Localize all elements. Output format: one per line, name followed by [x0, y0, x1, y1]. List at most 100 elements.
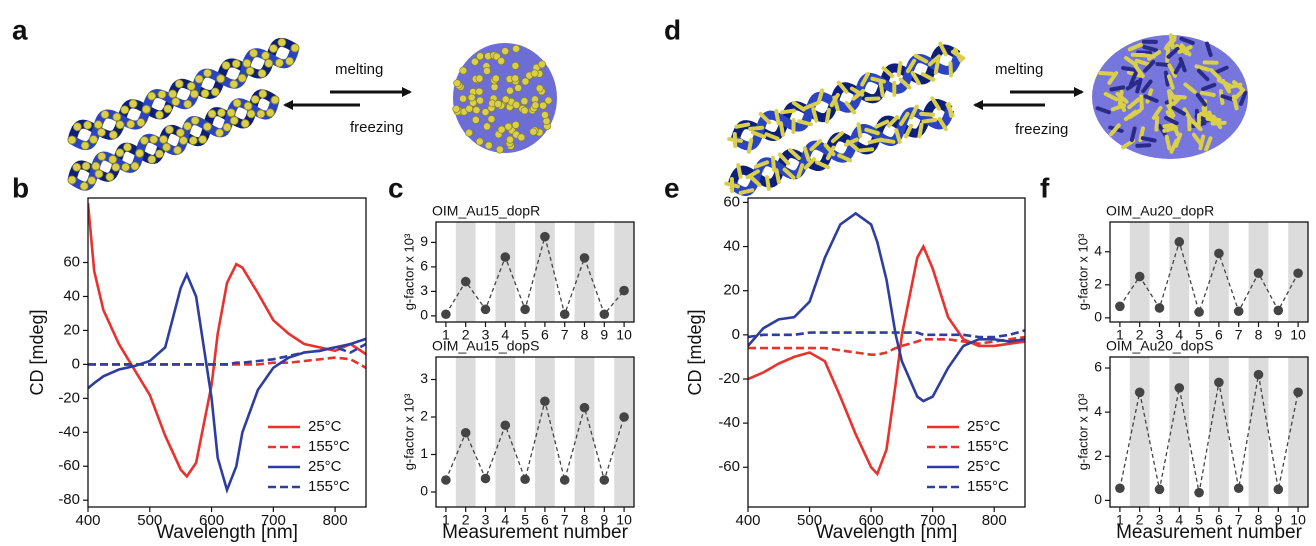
rod — [1194, 64, 1211, 72]
x-tick-label: 6 — [541, 327, 549, 343]
rod — [886, 115, 900, 128]
particle — [269, 44, 278, 53]
particle — [163, 104, 173, 114]
rod — [1167, 63, 1177, 78]
rod — [1216, 78, 1232, 88]
particle — [501, 47, 510, 56]
x-tick-label: 8 — [581, 327, 589, 343]
rod — [748, 174, 762, 187]
rod — [919, 111, 936, 117]
x-tick-label: 2 — [462, 327, 470, 343]
rod — [930, 96, 941, 111]
point — [540, 231, 550, 242]
y-tick-label: -60 — [718, 458, 740, 475]
particle — [186, 81, 196, 91]
point — [579, 253, 590, 263]
rod — [879, 138, 896, 144]
x-tick-label: 4 — [1175, 512, 1183, 528]
point — [1115, 483, 1125, 494]
rod — [898, 77, 912, 90]
particle — [541, 111, 549, 119]
panel-label: f — [1040, 172, 1050, 203]
series-line — [1119, 239, 1299, 315]
x-axis-title: Measurement number — [1116, 522, 1303, 543]
rod — [824, 107, 831, 124]
y-tick-label: 20 — [723, 282, 740, 299]
particle — [249, 48, 259, 58]
rod — [1162, 125, 1178, 133]
x-tick-label: 400 — [735, 512, 760, 529]
particle — [231, 59, 241, 69]
x-tick-label: 700 — [920, 512, 945, 529]
rod — [878, 81, 885, 98]
particle — [265, 108, 275, 118]
rod — [1143, 94, 1159, 103]
rod — [788, 148, 801, 161]
rod — [903, 123, 914, 139]
band — [1169, 222, 1190, 322]
band — [495, 222, 516, 322]
rod — [811, 107, 819, 123]
particle — [497, 125, 506, 134]
band — [614, 222, 634, 322]
y-tick-label: 0 — [420, 307, 428, 323]
particle — [128, 99, 138, 109]
x-tick-label: 400 — [75, 512, 100, 529]
particle — [73, 122, 82, 132]
x-tick-label: 5 — [1195, 327, 1203, 343]
rod — [1135, 77, 1143, 94]
particle — [91, 161, 101, 171]
point — [1174, 237, 1185, 247]
particle — [490, 83, 499, 92]
rod — [1196, 68, 1210, 82]
particle — [475, 87, 484, 96]
rod — [921, 117, 938, 124]
particle — [246, 109, 256, 119]
rod — [1162, 122, 1179, 129]
rod — [937, 116, 948, 132]
rod — [796, 163, 805, 179]
particle — [520, 106, 529, 115]
rod — [758, 111, 772, 125]
point — [599, 309, 610, 320]
particle — [155, 110, 164, 120]
rod — [1133, 64, 1145, 79]
rod — [1128, 71, 1138, 87]
particle — [487, 115, 496, 124]
plot-frame — [87, 197, 367, 508]
x-tick-label: 10 — [1290, 512, 1306, 528]
rod — [953, 47, 963, 63]
rod — [1103, 91, 1119, 102]
rod — [1117, 96, 1127, 112]
x-tick-label: 9 — [600, 327, 608, 343]
x-tick-label: 7 — [561, 512, 569, 528]
rod — [1231, 94, 1239, 111]
rod — [1136, 50, 1153, 55]
particle — [157, 90, 167, 99]
rod — [870, 76, 886, 84]
x-tick-label: 2 — [462, 512, 470, 528]
rod — [1127, 97, 1141, 110]
point — [1253, 369, 1264, 380]
particle — [512, 100, 521, 109]
x-tick-label: 2 — [1136, 327, 1144, 343]
rod — [809, 138, 823, 152]
point — [1253, 268, 1264, 279]
legend-label: 155°C — [967, 438, 1009, 455]
rod — [927, 54, 942, 67]
y-tick-label: 2 — [420, 408, 428, 424]
rod — [920, 72, 936, 82]
rod — [1173, 59, 1184, 75]
rod — [1167, 89, 1179, 104]
rod — [829, 92, 840, 108]
particle — [226, 108, 236, 118]
particle — [481, 108, 490, 117]
rod — [1109, 123, 1121, 137]
point — [1293, 268, 1303, 279]
rod — [1129, 126, 1137, 143]
rod — [1164, 35, 1177, 49]
legend-label: 25°C — [967, 458, 1001, 475]
x-tick-label: 7 — [1235, 327, 1243, 343]
rod — [823, 143, 836, 157]
particle — [79, 181, 89, 191]
